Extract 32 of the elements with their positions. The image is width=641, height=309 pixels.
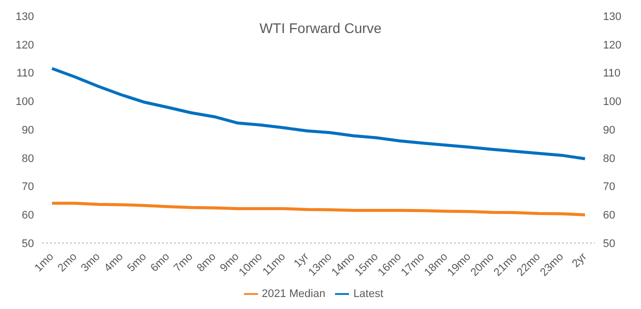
y2-tick-label: 70 bbox=[603, 181, 616, 194]
x-tick-label: 3mo bbox=[78, 250, 103, 274]
x-tick-label: 4mo bbox=[102, 250, 126, 274]
y-tick-label: 80 bbox=[22, 152, 34, 165]
y-tick-label: 120 bbox=[16, 39, 34, 52]
y-tick-label: 100 bbox=[16, 96, 34, 108]
y2-tick-label: 80 bbox=[603, 152, 616, 165]
chart-title: WTI Forward Curve bbox=[259, 20, 382, 36]
x-tick-label: 6mo bbox=[148, 250, 172, 274]
legend-label: Latest bbox=[353, 288, 384, 300]
x-tick-label: 2yr bbox=[570, 250, 590, 270]
y-tick-label: 50 bbox=[22, 238, 34, 250]
y2-tick-label: 100 bbox=[603, 96, 622, 108]
x-tick-label: 1mo bbox=[32, 250, 56, 274]
y2-tick-label: 130 bbox=[603, 10, 622, 23]
x-tick-label: 2mo bbox=[56, 250, 80, 274]
line-series bbox=[50, 202, 586, 216]
y2-tick-label: 60 bbox=[603, 210, 616, 222]
y-tick-label: 70 bbox=[22, 181, 34, 194]
x-tick-label: 5mo bbox=[125, 250, 149, 274]
y2-tick-label: 50 bbox=[603, 238, 616, 250]
legend-label: 2021 Median bbox=[262, 288, 326, 300]
y-tick-label: 60 bbox=[22, 210, 34, 222]
x-tick-label: 8mo bbox=[194, 250, 218, 274]
y2-tick-label: 110 bbox=[603, 68, 621, 80]
x-tick-label: 7mo bbox=[172, 250, 196, 274]
y-tick-label: 90 bbox=[22, 124, 34, 136]
y-tick-label: 130 bbox=[16, 10, 34, 23]
y2-tick-label: 90 bbox=[603, 124, 616, 136]
y-tick-label: 110 bbox=[16, 68, 34, 80]
line-series bbox=[50, 66, 586, 160]
y2-tick-label: 120 bbox=[603, 39, 622, 52]
